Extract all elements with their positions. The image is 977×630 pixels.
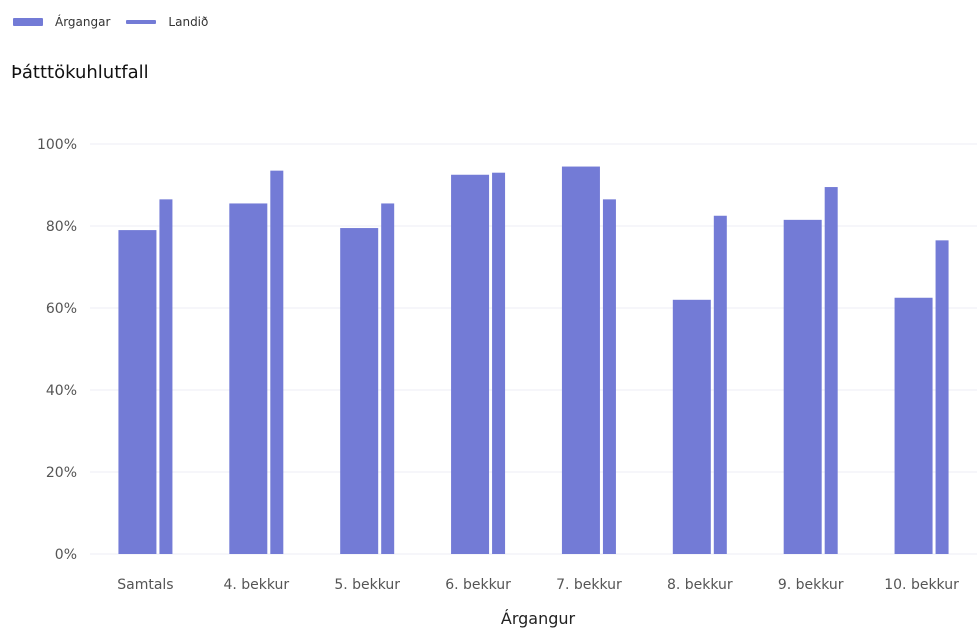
bar-landid[interactable] — [602, 199, 616, 554]
x-tick-label: 7. bekkur — [556, 577, 622, 593]
bar-landid[interactable] — [270, 170, 284, 554]
chart-title: Þátttökuhlutfall — [11, 62, 149, 83]
x-axis-title: Árgangur — [501, 609, 576, 628]
x-tick-label: Samtals — [117, 577, 173, 593]
y-tick-label: 20% — [46, 465, 77, 481]
y-tick-label: 100% — [37, 137, 77, 153]
bar-argangar[interactable] — [672, 299, 711, 554]
y-tick-label: 80% — [46, 219, 77, 235]
x-tick-label: 5. bekkur — [334, 577, 400, 593]
bar-landid[interactable] — [713, 215, 727, 554]
y-axis-ticks: 0% 20% 40% 60% 80% 100% — [37, 137, 77, 563]
bar-landid[interactable] — [492, 172, 506, 554]
legend: Árgangar Landið — [13, 13, 224, 31]
y-tick-label: 60% — [46, 301, 77, 317]
bar-argangar[interactable] — [118, 230, 157, 554]
legend-label-argangar: Árgangar — [55, 15, 111, 29]
bar-landid[interactable] — [935, 240, 949, 554]
y-tick-label: 0% — [55, 547, 77, 563]
bar-landid[interactable] — [381, 203, 395, 554]
legend-swatch-landid — [126, 20, 157, 24]
x-tick-label: 8. bekkur — [667, 577, 733, 593]
x-axis-ticks: Samtals 4. bekkur 5. bekkur 6. bekkur 7. bek… — [117, 577, 959, 593]
bar-argangar[interactable] — [451, 174, 490, 554]
bars — [118, 166, 949, 555]
y-tick-label: 40% — [46, 383, 77, 399]
x-tick-label: 9. bekkur — [778, 577, 844, 593]
bar-argangar[interactable] — [894, 297, 933, 554]
x-tick-label: 6. bekkur — [445, 577, 511, 593]
legend-label-landid: Landið — [168, 15, 209, 29]
bar-argangar[interactable] — [783, 219, 822, 554]
bar-landid[interactable] — [159, 199, 173, 554]
bar-argangar[interactable] — [229, 203, 268, 554]
bar-argangar[interactable] — [340, 228, 379, 555]
bar-landid[interactable] — [824, 187, 838, 555]
legend-swatch-argangar — [13, 18, 43, 26]
gridlines — [90, 143, 977, 555]
x-tick-label: 4. bekkur — [223, 577, 289, 593]
x-tick-label: 10. bekkur — [884, 577, 959, 593]
bar-argangar[interactable] — [561, 166, 600, 555]
legend-item-landid[interactable]: Landið — [126, 15, 208, 29]
legend-item-argangar[interactable]: Árgangar — [13, 15, 110, 29]
